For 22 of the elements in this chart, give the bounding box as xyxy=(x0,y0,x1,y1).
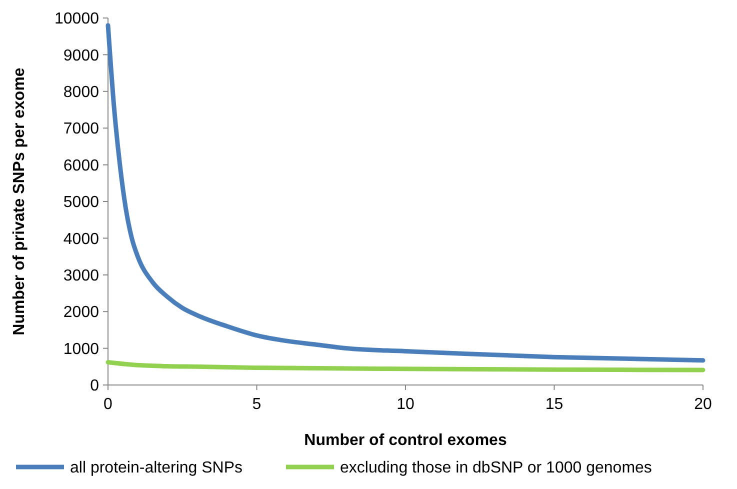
line-series xyxy=(106,23,706,363)
y-tick-label: 0 xyxy=(90,378,100,395)
line-series xyxy=(106,360,706,372)
y-axis-title: Number of private SNPs per exome xyxy=(11,68,28,336)
y-tick-label: 7000 xyxy=(63,120,100,138)
y-tick-label: 10000 xyxy=(54,10,100,28)
x-tick-label: 15 xyxy=(545,396,564,413)
x-tick-label: 0 xyxy=(104,396,113,413)
y-tick-label: 6000 xyxy=(63,157,100,174)
y-tick-label: 1000 xyxy=(63,340,100,358)
y-tick-label: 3000 xyxy=(63,268,100,284)
y-tick-label: 5000 xyxy=(63,194,100,212)
y-tick-label: 8000 xyxy=(63,84,100,101)
x-tick-label: 20 xyxy=(694,396,712,413)
x-tick-label: 5 xyxy=(252,396,262,413)
x-axis-title: Number of control exomes xyxy=(304,432,507,449)
y-tick-label: 9000 xyxy=(63,47,100,64)
x-tick-label: 10 xyxy=(396,396,414,413)
legend-label: all protein-altering SNPs xyxy=(70,460,243,477)
legend-label: excluding those in dbSNP or 1000 genomes xyxy=(340,460,652,477)
y-tick-label: 4000 xyxy=(63,230,100,248)
y-tick-label: 2000 xyxy=(63,304,100,322)
